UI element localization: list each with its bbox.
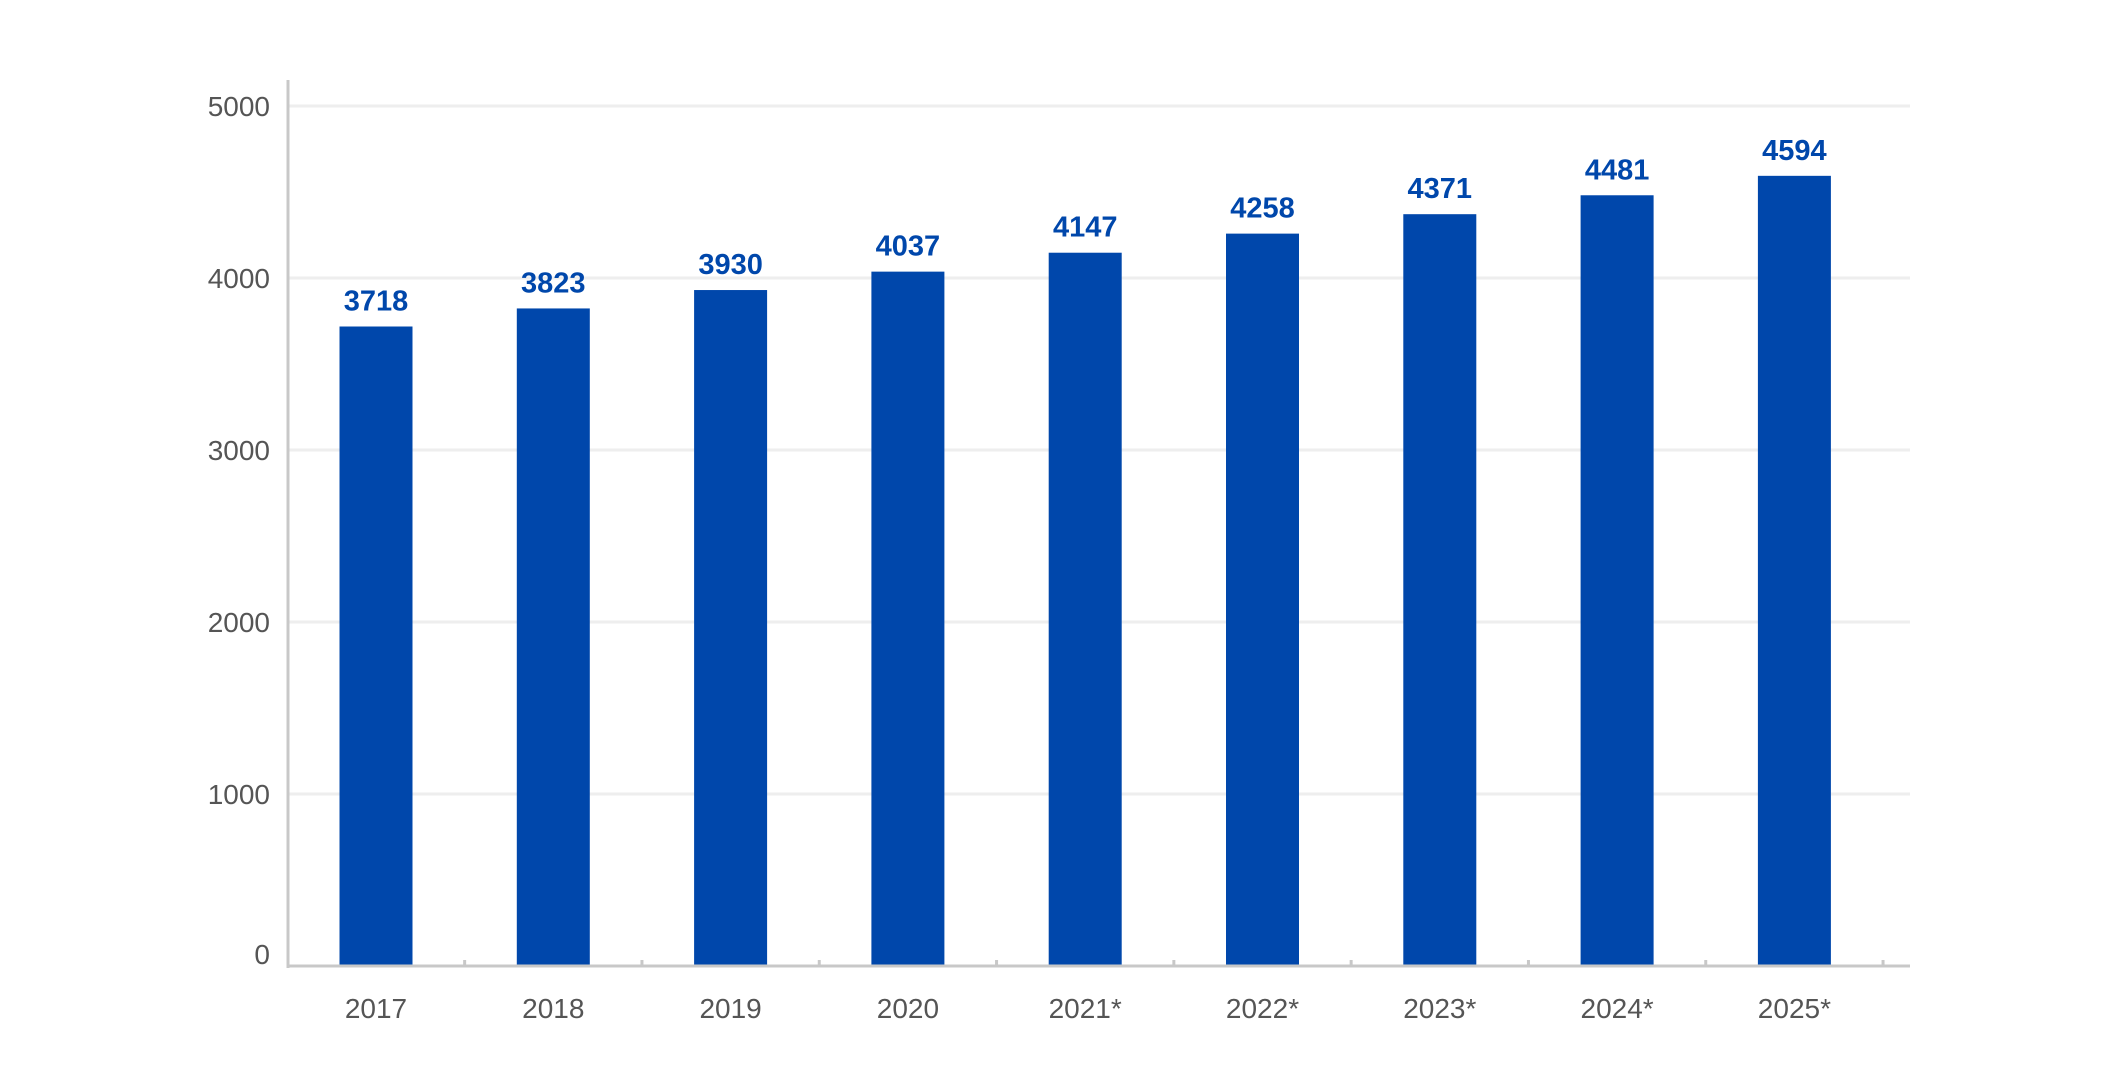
- bar-2024*: [1580, 195, 1654, 966]
- bar-2020: [871, 271, 945, 966]
- bar-2023*: [1403, 214, 1477, 967]
- y-tick-label: 2000: [208, 607, 270, 638]
- x-tick-label-2021*: 2021*: [1049, 993, 1122, 1024]
- y-tick-label: 4000: [208, 263, 270, 294]
- data-label-2022*: 4258: [1230, 193, 1295, 225]
- bar-2022*: [1226, 233, 1299, 966]
- labels-layer: 0 1000 2000 3000 4000 5000 3718 2017 3823 2018 393…: [208, 91, 1831, 1024]
- data-label-2024*: 4481: [1585, 154, 1650, 186]
- data-label-2020: 4037: [876, 231, 941, 263]
- axis-layer: [286, 80, 1910, 968]
- x-tick-label-2017: 2017: [345, 993, 407, 1024]
- y-tick-label: 0: [254, 939, 270, 970]
- bar-2017: [339, 326, 413, 966]
- x-tick-label-2022*: 2022*: [1226, 993, 1299, 1024]
- data-label-2023*: 4371: [1408, 173, 1473, 205]
- x-tick-label-2024*: 2024*: [1581, 993, 1654, 1024]
- data-label-2021*: 4147: [1053, 212, 1118, 244]
- y-tick-label: 5000: [208, 91, 270, 122]
- y-tick-label: 1000: [208, 779, 270, 810]
- x-tick-label-2018: 2018: [522, 993, 584, 1024]
- x-tick-label-2025*: 2025*: [1758, 993, 1831, 1024]
- bar-2018: [516, 308, 590, 967]
- data-label-2017: 3718: [344, 286, 409, 318]
- data-label-2025*: 4594: [1762, 135, 1827, 167]
- y-tick-label: 3000: [208, 435, 270, 466]
- data-label-2019: 3930: [698, 249, 763, 281]
- x-tick-label-2023*: 2023*: [1403, 993, 1476, 1024]
- bar-2021*: [1048, 252, 1122, 966]
- x-tick-label-2020: 2020: [877, 993, 939, 1024]
- bars-layer: [339, 175, 1831, 967]
- bar-2019: [694, 290, 768, 966]
- data-label-2018: 3823: [521, 267, 586, 299]
- bar-2025*: [1757, 175, 1831, 966]
- x-tick-label-2019: 2019: [699, 993, 761, 1024]
